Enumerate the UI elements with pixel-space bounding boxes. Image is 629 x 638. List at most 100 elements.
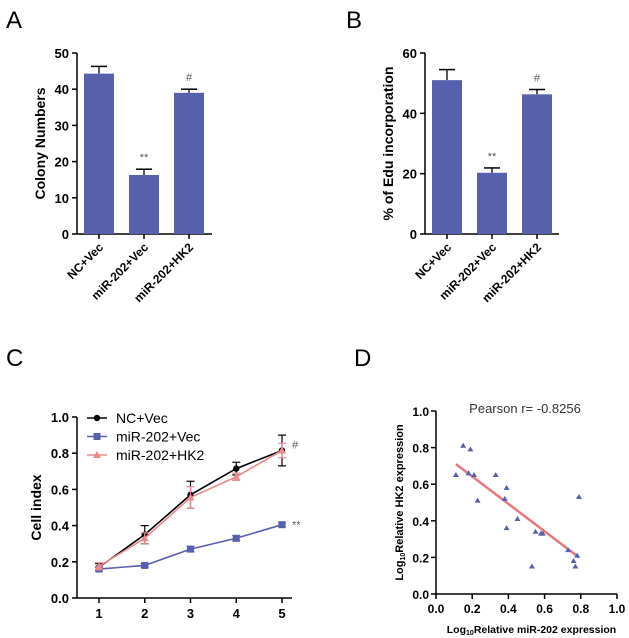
bar bbox=[129, 174, 159, 234]
x-tick-label: 0.6 bbox=[536, 602, 553, 616]
data-point bbox=[471, 472, 478, 478]
y-axis-label-part: 10 bbox=[400, 553, 407, 561]
data-point bbox=[503, 484, 510, 490]
data-point bbox=[575, 494, 582, 500]
y-tick-label: 40 bbox=[403, 106, 417, 121]
data-point bbox=[570, 558, 577, 564]
data-point bbox=[528, 563, 535, 569]
x-tick-label: 0.8 bbox=[572, 602, 589, 616]
panel-label-c: C bbox=[6, 345, 23, 372]
y-tick-label: 0.2 bbox=[51, 555, 69, 570]
y-tick-label: 0.6 bbox=[412, 478, 429, 492]
fit-line bbox=[455, 463, 580, 559]
data-point bbox=[574, 552, 581, 558]
significance-mark: # bbox=[534, 73, 541, 85]
significance-mark: # bbox=[186, 72, 193, 84]
y-tick-label: 10 bbox=[55, 191, 69, 206]
x-tick-label: 5 bbox=[278, 606, 285, 621]
x-axis-label-part: 10 bbox=[466, 630, 474, 637]
y-tick-label: 20 bbox=[55, 155, 69, 170]
panel-label-a: A bbox=[6, 7, 22, 34]
data-point bbox=[232, 472, 241, 480]
x-tick-label: 1 bbox=[95, 606, 102, 621]
y-tick-label: 60 bbox=[403, 46, 417, 61]
data-point bbox=[141, 561, 149, 569]
y-tick-label: 50 bbox=[55, 46, 69, 61]
data-point bbox=[460, 442, 467, 448]
legend-marker bbox=[93, 451, 101, 458]
y-axis-label-part: Relative HK2 expression bbox=[394, 424, 406, 553]
legend-label: miR-202+HK2 bbox=[116, 447, 205, 463]
legend-label: NC+Vec bbox=[116, 410, 168, 426]
data-point bbox=[452, 472, 459, 478]
data-point bbox=[233, 465, 240, 472]
y-tick-label: 0.4 bbox=[51, 519, 70, 534]
data-point bbox=[467, 446, 474, 452]
legend-marker bbox=[93, 433, 101, 440]
data-point bbox=[187, 545, 194, 553]
y-tick-label: 0.0 bbox=[51, 591, 69, 606]
y-axis-label: Cell index bbox=[28, 474, 44, 540]
data-point bbox=[514, 515, 521, 521]
x-tick-label: 0.4 bbox=[500, 602, 517, 616]
data-point bbox=[501, 495, 508, 501]
data-point bbox=[474, 497, 481, 503]
x-tick-label: 1.0 bbox=[609, 602, 626, 616]
y-tick-label: 1.0 bbox=[51, 410, 69, 425]
y-axis-label: % of Edu incorporation bbox=[380, 67, 396, 221]
significance-mark: ** bbox=[140, 152, 149, 164]
data-point bbox=[186, 493, 195, 501]
x-tick-label: 2 bbox=[141, 606, 148, 621]
significance-mark: ** bbox=[488, 151, 497, 163]
x-tick-label: 4 bbox=[233, 606, 241, 621]
y-tick-label: 40 bbox=[55, 82, 69, 97]
data-point bbox=[278, 446, 286, 454]
y-tick-label: 0.0 bbox=[412, 588, 429, 602]
data-point bbox=[232, 534, 240, 542]
x-tick-label: 0.0 bbox=[428, 602, 445, 616]
x-axis-label: Log10Relative miR-202 expression bbox=[447, 624, 616, 637]
y-axis-label: Log10Relative HK2 expression bbox=[394, 424, 407, 581]
data-point bbox=[572, 563, 579, 569]
data-point bbox=[492, 472, 499, 478]
data-point bbox=[140, 534, 149, 542]
pearson-title: Pearson r= -0.8256 bbox=[469, 401, 581, 416]
y-tick-label: 0.2 bbox=[412, 551, 429, 565]
legend-label: miR-202+Vec bbox=[116, 429, 200, 445]
data-point bbox=[278, 521, 286, 529]
y-tick-label: 0 bbox=[62, 227, 69, 242]
y-tick-label: 0.4 bbox=[412, 515, 429, 529]
y-tick-label: 0.6 bbox=[51, 482, 69, 497]
x-tick-label: 0.2 bbox=[464, 602, 481, 616]
y-tick-label: 1.0 bbox=[412, 405, 429, 419]
x-tick-label: NC+Vec bbox=[412, 240, 454, 282]
data-point bbox=[539, 530, 546, 536]
bar bbox=[174, 92, 204, 234]
x-axis-label-part: Log bbox=[447, 624, 466, 636]
y-axis-label-part: Log bbox=[394, 561, 406, 581]
x-tick-label: NC+Vec bbox=[64, 240, 106, 282]
data-point bbox=[565, 547, 572, 553]
y-axis-label: Colony Numbers bbox=[32, 87, 48, 199]
y-tick-label: 0.8 bbox=[51, 446, 69, 461]
x-axis-label-part: Relative miR-202 expression bbox=[474, 624, 616, 636]
bar bbox=[432, 80, 462, 235]
data-point bbox=[503, 525, 510, 531]
legend-marker bbox=[93, 414, 101, 422]
bar bbox=[477, 172, 507, 234]
data-point bbox=[465, 470, 472, 476]
significance-mark: # bbox=[292, 439, 299, 451]
significance-mark: ** bbox=[292, 520, 301, 532]
bar bbox=[522, 94, 552, 234]
bar bbox=[84, 73, 114, 234]
y-tick-label: 30 bbox=[55, 118, 69, 133]
panel-label-d: D bbox=[354, 345, 371, 372]
data-point bbox=[532, 528, 539, 534]
y-tick-label: 0 bbox=[410, 227, 417, 242]
panel-label-b: B bbox=[346, 7, 362, 34]
y-tick-label: 0.8 bbox=[412, 442, 429, 456]
x-tick-label: 3 bbox=[187, 606, 194, 621]
y-tick-label: 20 bbox=[403, 167, 417, 182]
data-point bbox=[95, 562, 103, 570]
